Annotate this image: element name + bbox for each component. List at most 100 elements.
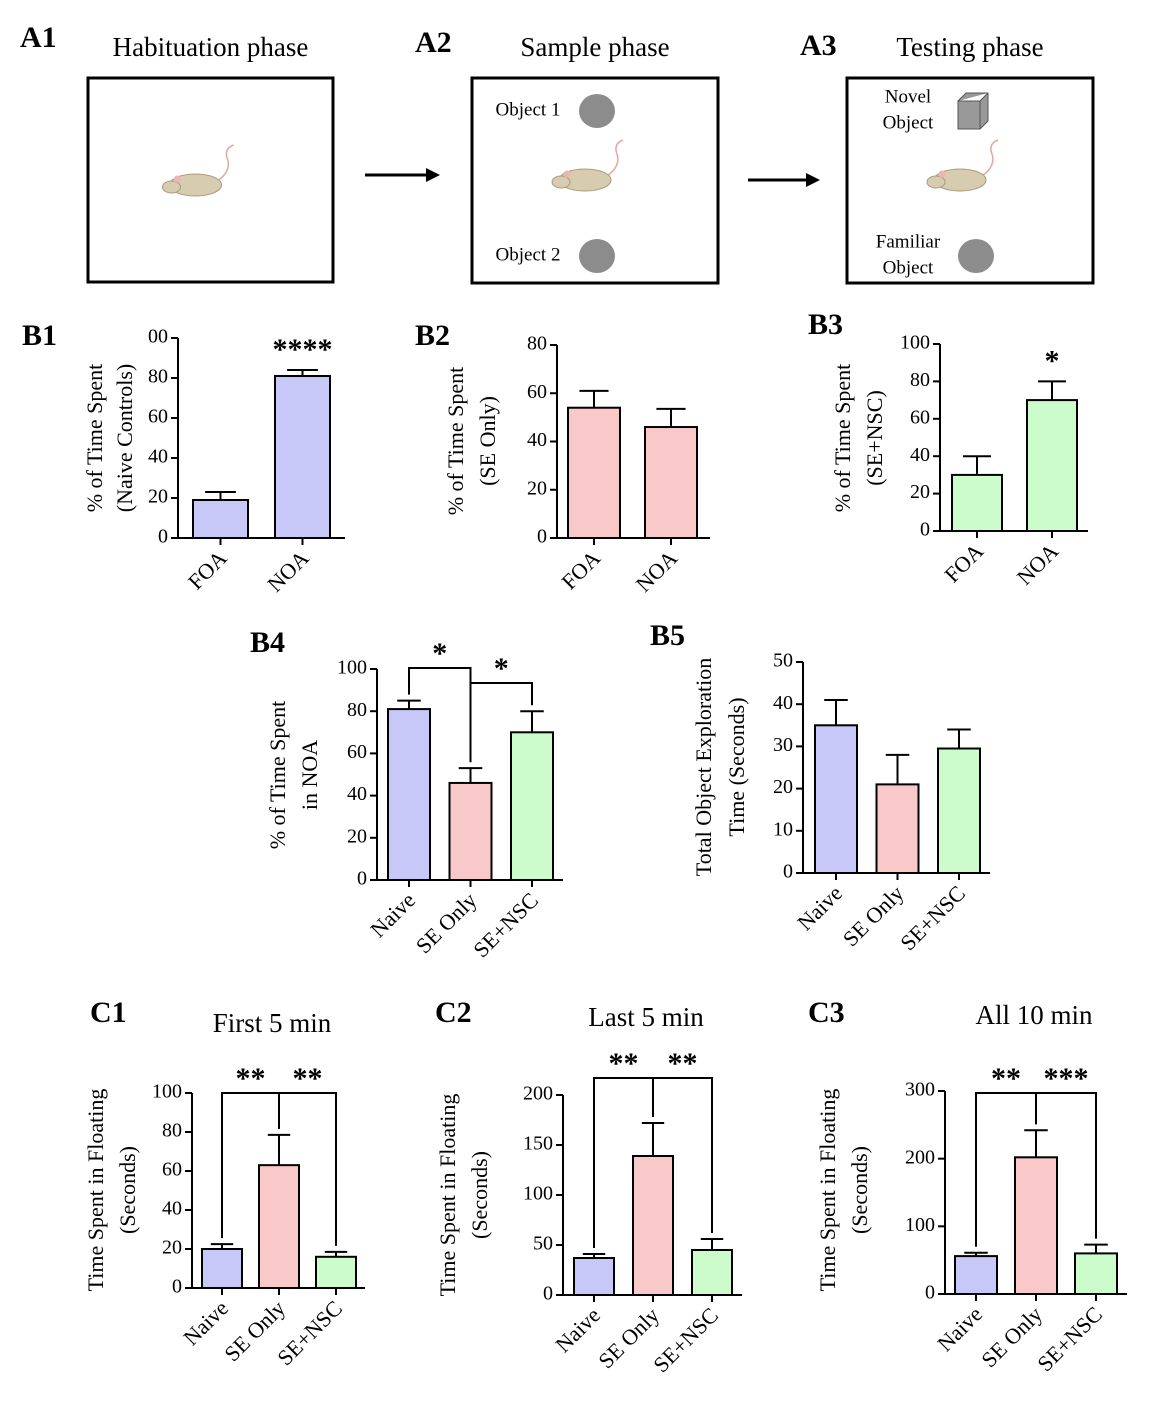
- significance-mark: *: [1045, 344, 1060, 377]
- bar-chart: B3 % of Time Spent (SE+NSC) 0 20 40 60 80 100 FOA…: [808, 308, 1088, 590]
- y-tick-label: 0: [537, 526, 547, 548]
- panel-title: Testing phase: [896, 32, 1043, 62]
- y-tick-label: 20: [162, 1237, 182, 1259]
- y-axis-label: (Seconds): [467, 1151, 492, 1239]
- error-bar: [964, 1251, 988, 1257]
- panel-label: C3: [808, 996, 845, 1029]
- y-tick-label: 80: [148, 366, 168, 388]
- bar: [192, 499, 249, 539]
- y-axis-label: (Seconds): [847, 1146, 872, 1234]
- y-tick-label: 0: [172, 1276, 182, 1298]
- x-tick-label: SE+NSC: [648, 1302, 723, 1377]
- x-tick-label: SE+NSC: [468, 887, 543, 962]
- error-bar: [656, 407, 686, 428]
- y-tick-label: 80: [527, 333, 547, 355]
- error-bar: [397, 699, 421, 710]
- bar: [875, 783, 920, 875]
- y-tick-label: 60: [910, 406, 930, 428]
- y-axis-label: Total Object Exploration: [691, 658, 716, 876]
- y-tick-label: 0: [783, 861, 793, 883]
- error-bar: [885, 753, 910, 785]
- chart-title: First 5 min: [213, 1008, 332, 1038]
- round-object: [579, 239, 615, 273]
- rat-ear: [563, 170, 571, 178]
- x-tick-label: Naive: [792, 880, 847, 935]
- panel-label: B3: [808, 308, 843, 341]
- y-tick-label: 40: [773, 692, 793, 714]
- significance-mark: ****: [273, 333, 333, 366]
- bar: [691, 1249, 733, 1296]
- y-tick-label: 40: [527, 429, 547, 451]
- y-tick-label: 30: [773, 734, 793, 756]
- panel-label: B1: [22, 319, 57, 352]
- y-tick-label: 60: [162, 1159, 182, 1181]
- panel-label: B2: [415, 319, 450, 352]
- round-object: [958, 239, 994, 273]
- y-tick-label: 200: [905, 1146, 935, 1168]
- x-tick-label: FOA: [556, 545, 605, 594]
- panel-label: B4: [250, 626, 285, 659]
- rat-icon: [162, 144, 234, 197]
- bar: [937, 747, 981, 875]
- bar-chart: B4 % of Time Spent in NOA 0 20 40 60 80 100 Naive…: [250, 626, 563, 962]
- y-axis-label: Time Spent in Floating: [815, 1089, 840, 1292]
- bar: [448, 781, 493, 881]
- y-tick-label: 80: [162, 1120, 182, 1142]
- y-tick-label: 300: [905, 1079, 935, 1101]
- rat-icon: [926, 139, 999, 192]
- y-tick-label: 100: [523, 1183, 553, 1205]
- y-axis-label: % of Time Spent: [82, 364, 107, 513]
- y-axis-label: % of Time Spent: [830, 364, 855, 513]
- y-tick-label: 40: [347, 783, 367, 805]
- object-label: Object 1: [496, 99, 561, 120]
- rat-head: [551, 175, 571, 189]
- error-bar: [700, 1238, 724, 1250]
- bar: [1014, 1156, 1058, 1296]
- error-bar: [963, 455, 991, 475]
- bar: [510, 731, 554, 881]
- y-tick-label: 100: [337, 657, 367, 679]
- y-tick-label: 40: [148, 446, 168, 468]
- y-tick-label: 0: [158, 526, 168, 548]
- bar: [954, 1255, 998, 1296]
- significance-bracket: [1035, 1092, 1097, 1239]
- error-bar: [287, 369, 318, 376]
- y-tick-label: 0: [357, 868, 367, 890]
- error-bar: [947, 728, 971, 749]
- bar: [387, 708, 431, 882]
- error-bar: [579, 389, 609, 408]
- y-axis-label: % of Time Spent: [265, 701, 290, 850]
- bar-chart: C3 All 10 min Time Spent in Floating (Secon…: [808, 996, 1127, 1376]
- bar: [951, 473, 1003, 532]
- y-axis-label: (SE+NSC): [862, 390, 887, 486]
- error-bar: [582, 1253, 606, 1258]
- y-tick-label: 50: [773, 650, 793, 672]
- y-tick-label: 100: [905, 1214, 935, 1236]
- y-tick-label: 40: [162, 1198, 182, 1220]
- y-tick-label: 60: [148, 406, 168, 428]
- error-bar: [267, 1133, 291, 1166]
- arrows: [365, 168, 820, 187]
- significance-mark: **: [609, 1047, 639, 1080]
- object-label: Novel: [885, 86, 931, 107]
- error-bar: [1038, 380, 1066, 401]
- y-axis-label: (Naive Controls): [112, 364, 137, 512]
- y-axis-label: Time Spent in Floating: [435, 1094, 460, 1297]
- bar: [632, 1155, 674, 1296]
- bar-chart: B2 % of Time Spent (SE Only) 0 20 40 60 80 FOA NO…: [415, 319, 710, 597]
- y-tick-label: 0: [920, 519, 930, 541]
- significance-mark: **: [236, 1062, 266, 1095]
- arena: [86, 76, 335, 284]
- y-tick-label: 20: [773, 776, 793, 798]
- bar: [567, 406, 621, 539]
- x-tick-label: NOA: [262, 545, 313, 596]
- significance-mark: *: [494, 652, 509, 685]
- error-bar: [324, 1250, 348, 1257]
- bar: [258, 1164, 300, 1290]
- panel-title: Sample phase: [520, 32, 669, 62]
- significance-bracket: [652, 1077, 713, 1233]
- x-tick-label: Naive: [550, 1302, 605, 1357]
- panel-title: Habituation phase: [113, 32, 309, 62]
- significance-bracket: [278, 1092, 337, 1246]
